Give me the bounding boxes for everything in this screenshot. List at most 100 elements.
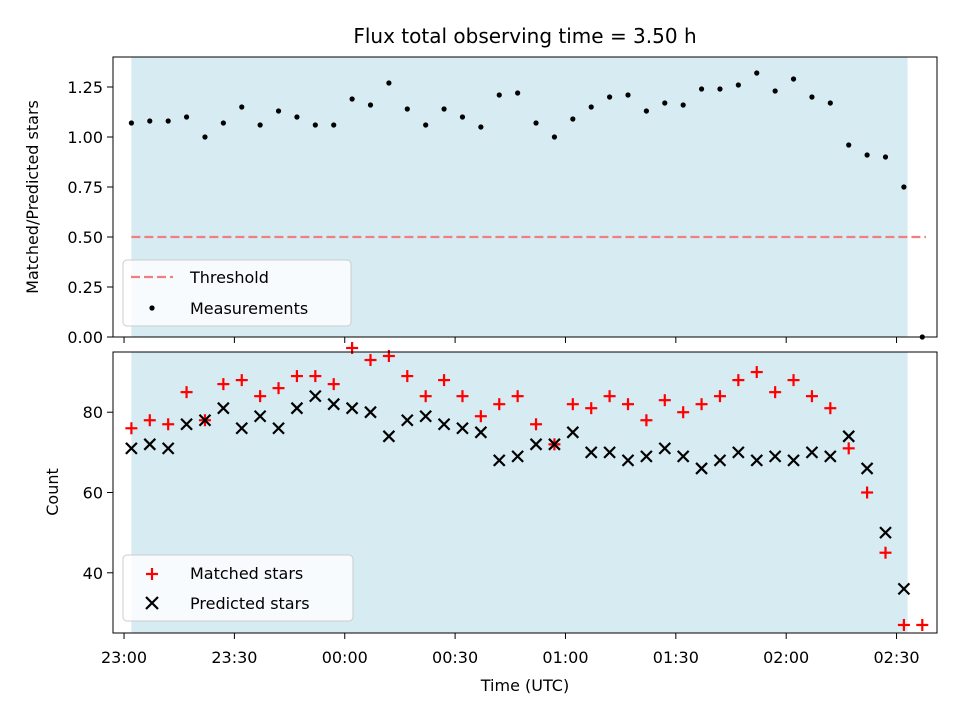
predicted-star-stroke [161, 442, 175, 455]
measurement-point [754, 70, 760, 76]
predicted-star-stroke [566, 426, 580, 439]
matched-star-point [511, 390, 524, 403]
predicted-star-point [695, 462, 708, 475]
predicted-star-stroke [345, 401, 359, 415]
measurement-point [349, 96, 355, 102]
measurement-point [882, 154, 889, 160]
measurement-point [625, 92, 631, 98]
top-panel: 0.00 0.25 0.50 0.75 1.00 1.25 Matched/Predict… [23, 56, 938, 347]
measurement-point [533, 120, 539, 126]
predicted-star-stroke [253, 409, 267, 423]
measurement-point [183, 114, 190, 120]
top-y-tick-label: 1.00 [67, 128, 103, 147]
top-y-tick-label: 0.50 [67, 228, 103, 247]
predicted-star-point [253, 409, 267, 423]
matched-star-point [916, 618, 929, 631]
x-tick-label: 01:30 [653, 648, 699, 667]
measurement-point [901, 184, 907, 190]
bottom-y-tick-label: 80 [83, 403, 103, 422]
predicted-star-stroke [235, 421, 249, 435]
measurement-point [165, 118, 171, 124]
bottom-x-ticks: 23:00 23:30 00:00 00:30 01:00 01:30 02:00 02:30 [101, 633, 920, 667]
predicted-star-point [492, 454, 506, 467]
matched-star-point [640, 414, 653, 427]
chart-title: Flux total observing time = 3.50 h [353, 24, 696, 48]
predicted-star-point [768, 450, 782, 463]
predicted-star-stroke [364, 405, 377, 419]
matched-star-point [695, 398, 708, 411]
predicted-star-point [235, 421, 249, 435]
predicted-star-point [805, 446, 819, 459]
top-legend: Threshold Measurements [122, 259, 352, 327]
matched-star-point [585, 402, 598, 415]
predicted-star-point [456, 421, 469, 435]
x-axis-label: Time (UTC) [480, 676, 569, 695]
measurement-point [827, 100, 833, 106]
bottom-axes-frame [112, 351, 938, 634]
matched-star-point [493, 398, 506, 411]
measurement-point [459, 114, 466, 120]
predicted-star-stroke [768, 450, 782, 463]
top-axes-frame [112, 56, 938, 338]
predicted-star-stroke [217, 401, 230, 415]
measurement-point [478, 124, 484, 130]
predicted-star-point [364, 405, 377, 419]
matched-star-point [217, 378, 230, 391]
matched-star-point [309, 370, 322, 383]
measurement-point [441, 106, 447, 112]
matched-star-point [897, 618, 910, 631]
predicted-star-stroke [198, 413, 212, 427]
predicted-star-stroke [272, 421, 285, 435]
matched-star-point [658, 394, 671, 407]
matched-star-point [603, 390, 616, 403]
predicted-star-point [401, 413, 414, 427]
predicted-star-point [640, 450, 653, 463]
matched-star-point [622, 398, 634, 411]
matched-star-point [456, 390, 469, 403]
predicted-star-point [327, 397, 340, 411]
measurement-point [588, 104, 594, 110]
matched-star-point [180, 386, 193, 399]
predicted-stars-points [125, 389, 911, 596]
bottom-y-tick-label: 60 [83, 484, 103, 503]
predicted-star-stroke [437, 417, 451, 431]
measurement-point [367, 102, 374, 108]
predicted-star-stroke [584, 446, 598, 459]
predicted-star-point [621, 454, 635, 467]
matched-star-point [235, 374, 248, 387]
predicted-legend-swatch [145, 596, 159, 610]
matched-star-point [769, 386, 782, 399]
measurement-point [404, 106, 410, 112]
matched-star-point [842, 442, 855, 455]
predicted-star-stroke [897, 582, 911, 596]
matched-star-point [419, 390, 432, 403]
measurement-point [294, 114, 300, 120]
measurement-point [680, 102, 686, 108]
predicted-star-stroke [548, 438, 561, 451]
top-y-axis-label: Matched/Predicted stars [23, 100, 42, 294]
measurement-point [607, 94, 613, 100]
predicted-star-point [860, 462, 874, 475]
predicted-star-point [529, 438, 543, 451]
measurement-point [275, 108, 282, 114]
predicted-star-stroke [143, 438, 157, 451]
measurement-point [717, 86, 723, 92]
matched-star-point [824, 402, 837, 415]
matched-star-point [474, 410, 487, 423]
measurement-point [331, 122, 337, 128]
measurement-point [496, 92, 502, 98]
measurement-point [735, 82, 741, 88]
bottom-y-ticks: 40 60 80 [83, 403, 113, 583]
predicted-star-point [713, 454, 727, 467]
matched-star-point [438, 374, 451, 387]
matched-star-point [732, 374, 745, 387]
predicted-star-point [437, 417, 451, 431]
predicted-star-stroke [695, 462, 708, 475]
bottom-legend: Matched stars Predicted stars [122, 554, 354, 622]
predicted-star-stroke [621, 454, 635, 467]
measurement-points [128, 70, 925, 340]
threshold-legend-label: Threshold [189, 268, 269, 287]
measurement-point [772, 88, 778, 94]
predicted-star-point [658, 442, 672, 455]
matched-star-point [750, 366, 763, 379]
